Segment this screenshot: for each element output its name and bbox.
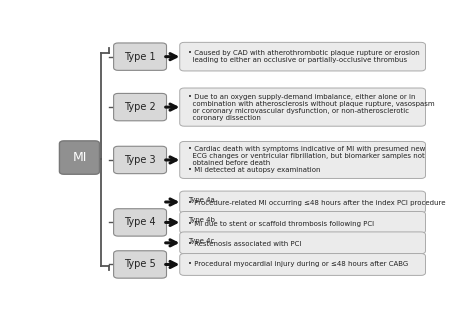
Text: Type 4a: Type 4a (188, 197, 215, 203)
FancyBboxPatch shape (180, 254, 426, 275)
FancyBboxPatch shape (180, 232, 426, 254)
FancyBboxPatch shape (114, 146, 166, 174)
Text: Type 4: Type 4 (124, 217, 156, 227)
Text: • MI due to stent or scaffold thrombosis following PCI: • MI due to stent or scaffold thrombosis… (188, 221, 374, 227)
Text: Type 4c: Type 4c (188, 238, 214, 244)
Text: • Procedure-related MI occurring ≤48 hours after the index PCI procedure: • Procedure-related MI occurring ≤48 hou… (188, 200, 445, 206)
Text: MI: MI (72, 151, 87, 164)
Text: • Restenosis associated with PCI: • Restenosis associated with PCI (188, 241, 301, 247)
Text: Type 2: Type 2 (124, 102, 156, 112)
FancyBboxPatch shape (114, 43, 166, 70)
FancyBboxPatch shape (114, 251, 166, 278)
Text: • Due to an oxygen supply-demand imbalance, either alone or in
  combination wit: • Due to an oxygen supply-demand imbalan… (188, 94, 435, 121)
Text: Type 4b: Type 4b (188, 217, 215, 223)
FancyBboxPatch shape (180, 88, 426, 126)
FancyBboxPatch shape (180, 141, 426, 178)
Text: Type 1: Type 1 (124, 52, 156, 62)
FancyBboxPatch shape (180, 42, 426, 71)
FancyBboxPatch shape (114, 209, 166, 236)
Text: Type 3: Type 3 (124, 155, 156, 165)
Text: Type 5: Type 5 (124, 260, 156, 270)
Text: • Caused by CAD with atherothrombotic plaque rupture or erosion
  leading to eit: • Caused by CAD with atherothrombotic pl… (188, 50, 419, 63)
Text: • Procedural myocardial injury during or ≤48 hours after CABG: • Procedural myocardial injury during or… (188, 261, 408, 267)
FancyBboxPatch shape (114, 93, 166, 121)
Text: • Cardiac death with symptoms indicative of MI with presumed new
  ECG changes o: • Cardiac death with symptoms indicative… (188, 146, 425, 173)
FancyBboxPatch shape (180, 191, 426, 213)
FancyBboxPatch shape (59, 141, 100, 174)
FancyBboxPatch shape (180, 212, 426, 233)
